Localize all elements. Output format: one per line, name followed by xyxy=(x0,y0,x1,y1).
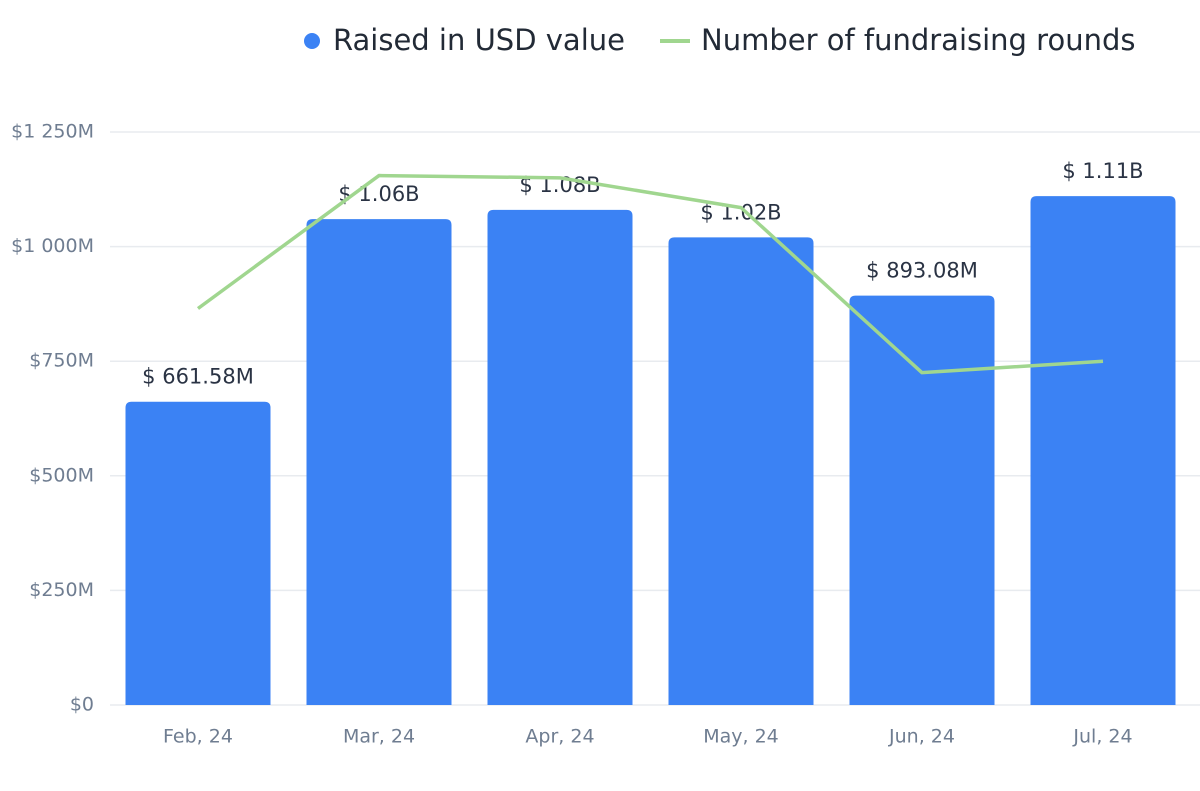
y-tick-label: $500M xyxy=(29,464,94,486)
data-label: $ 661.58M xyxy=(142,365,254,389)
y-tick-label: $1 250M xyxy=(11,121,94,143)
legend-label: Number of fundraising rounds xyxy=(701,23,1136,57)
bar xyxy=(125,401,271,705)
x-tick-label: Feb, 24 xyxy=(163,726,233,748)
bar xyxy=(1030,196,1176,705)
bar xyxy=(849,295,995,705)
data-label: $ 893.08M xyxy=(866,259,978,283)
line xyxy=(196,173,1104,375)
y-tick-label: $0 xyxy=(70,694,94,716)
data-label: $ 1.11B xyxy=(1062,159,1143,183)
y-tick-label: $750M xyxy=(29,350,94,372)
y-tick-label: $250M xyxy=(29,579,94,601)
legend-marker xyxy=(304,33,320,49)
x-tick-label: Jul, 24 xyxy=(1072,726,1132,748)
bar xyxy=(306,219,452,705)
x-tick-label: Jun, 24 xyxy=(888,726,955,748)
legend-label: Raised in USD value xyxy=(333,23,625,57)
data-label: $ 1.06B xyxy=(338,182,419,206)
y-tick-label: $1 000M xyxy=(11,235,94,257)
bar xyxy=(487,209,633,706)
x-tick-label: Apr, 24 xyxy=(525,726,594,748)
x-tick-label: Mar, 24 xyxy=(343,726,415,748)
x-tick-label: May, 24 xyxy=(703,726,779,748)
bar xyxy=(668,237,814,705)
